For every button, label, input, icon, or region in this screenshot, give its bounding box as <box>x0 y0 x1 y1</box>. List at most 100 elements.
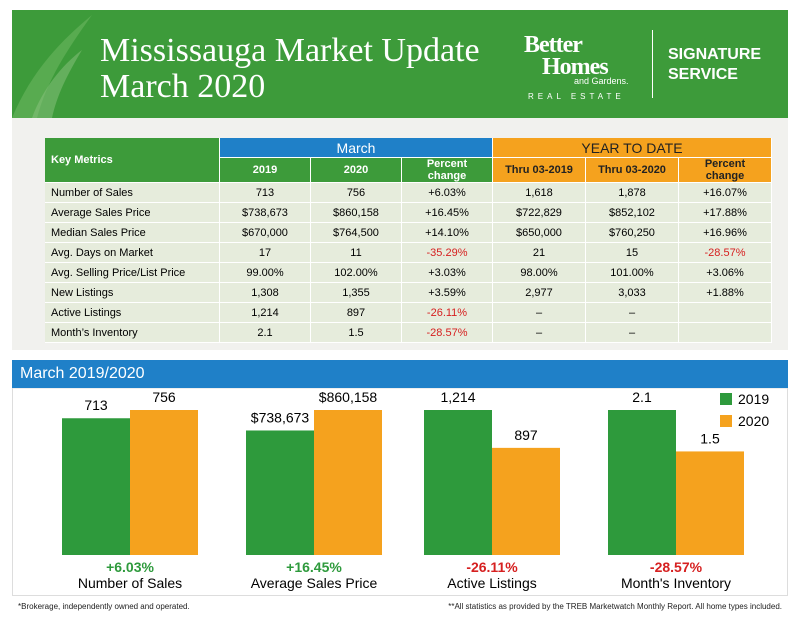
group-header: March <box>219 138 493 158</box>
cell: 1.5 <box>310 322 402 343</box>
bar <box>492 447 560 555</box>
cell: 3,033 <box>585 282 679 303</box>
column-header: 2020 <box>310 157 402 183</box>
row-label: Month’s Inventory <box>45 322 220 343</box>
cell: $722,829 <box>492 202 586 223</box>
chart-title: March 2019/2020 <box>12 360 788 388</box>
bar <box>246 430 314 555</box>
cell: $650,000 <box>492 222 586 243</box>
metrics-table: Key Metrics March YEAR TO DATE 2019 2020 Perc… <box>45 138 772 343</box>
cell: 1,214 <box>219 302 311 323</box>
bar <box>608 410 676 555</box>
header-row: 2019 2020 Percent change Thru 03-2019 Thru 0… <box>45 157 772 183</box>
cell: $860,158 <box>310 202 402 223</box>
bar <box>676 451 744 555</box>
data-row: Median Sales Price $670,000 $764,500 +14.10… <box>45 222 772 243</box>
cell: 1,618 <box>492 182 586 203</box>
data-row: Avg. Days on Market 17 11 -35.29% 21 15 -28.57… <box>45 242 772 263</box>
table-panel: Key Metrics March YEAR TO DATE 2019 2020 Perc… <box>12 118 788 350</box>
cell <box>678 302 772 323</box>
cell: $738,673 <box>219 202 311 223</box>
logo: and Gardens. <box>574 76 629 86</box>
header-row: Key Metrics March YEAR TO DATE <box>45 138 772 183</box>
corner: Key Metrics <box>45 138 220 183</box>
cell: 99.00% <box>219 262 311 283</box>
category-label: Number of Sales <box>78 575 182 591</box>
category-label: Average Sales Price <box>251 575 378 591</box>
row-label: Median Sales Price <box>45 222 220 243</box>
cell: – <box>492 302 586 323</box>
row-label: New Listings <box>45 282 220 303</box>
footnote: *Brokerage, independently owned and oper… <box>18 602 190 611</box>
service: SERVICE <box>668 66 738 83</box>
cell: 2.1 <box>219 322 311 343</box>
cell: +3.06% <box>678 262 772 283</box>
service: SIGNATURE <box>668 46 762 63</box>
cell: +17.88% <box>678 202 772 223</box>
cell: +16.45% <box>401 202 493 223</box>
cell: 17 <box>219 242 311 263</box>
cell: $670,000 <box>219 222 311 243</box>
cell: $764,500 <box>310 222 402 243</box>
header: Mississauga Market Update March 2020 Bet… <box>12 10 788 118</box>
cell: 897 <box>310 302 402 323</box>
cell: +6.03% <box>401 182 493 203</box>
value-label: 713 <box>84 397 108 413</box>
column-header: Thru 03-2019 <box>492 157 586 183</box>
column-header: Percent change <box>678 157 772 183</box>
cell: +16.96% <box>678 222 772 243</box>
divider <box>652 30 653 98</box>
title: Mississauga Market Update <box>100 32 480 69</box>
value-label: 2.1 <box>632 389 652 405</box>
cell: +3.59% <box>401 282 493 303</box>
percent-change: +16.45% <box>286 559 342 575</box>
column-header: Percent change <box>401 157 493 183</box>
cell: +1.88% <box>678 282 772 303</box>
bar <box>424 410 492 555</box>
data-row: Average Sales Price $738,673 $860,158 +16.4… <box>45 202 772 223</box>
percent-change: -28.57% <box>650 559 703 575</box>
cell: 21 <box>492 242 586 263</box>
cell: – <box>585 322 679 343</box>
legend-label: 2019 <box>738 391 769 407</box>
percent-change: -26.11% <box>466 559 518 575</box>
cell: $760,250 <box>585 222 679 243</box>
row-label: Number of Sales <box>45 182 220 203</box>
cell: 2,977 <box>492 282 586 303</box>
row-label: Active Listings <box>45 302 220 323</box>
value-label: 897 <box>514 427 538 443</box>
logo: Homes <box>542 54 609 80</box>
data-row: Active Listings 1,214 897 -26.11% – – <box>45 302 772 323</box>
legend-swatch <box>720 415 732 427</box>
cell: 1,355 <box>310 282 402 303</box>
value-label: $860,158 <box>319 389 378 405</box>
logo: REAL ESTATE <box>528 92 625 101</box>
value-label: $738,673 <box>251 409 310 425</box>
column-header: 2019 <box>219 157 311 183</box>
cell: 98.00% <box>492 262 586 283</box>
leaf-art <box>12 15 92 118</box>
value-label: 1.5 <box>700 430 720 446</box>
cell: -28.57% <box>678 242 772 263</box>
cell: -28.57% <box>401 322 493 343</box>
cell: – <box>585 302 679 323</box>
cell: – <box>492 322 586 343</box>
legend-label: 2020 <box>738 413 769 429</box>
percent-change: +6.03% <box>106 559 154 575</box>
data-row: Month’s Inventory 2.1 1.5 -28.57% – – <box>45 322 772 343</box>
value-label: 1,214 <box>440 389 475 405</box>
data-row: Avg. Selling Price/List Price 99.00% 102.0… <box>45 262 772 283</box>
cell: 15 <box>585 242 679 263</box>
logo: Better <box>524 32 583 58</box>
group-header: YEAR TO DATE <box>492 138 772 158</box>
cell: 713 <box>219 182 311 203</box>
legend-swatch <box>720 393 732 405</box>
value-label: 756 <box>152 389 176 405</box>
cell: +14.10% <box>401 222 493 243</box>
cell: $852,102 <box>585 202 679 223</box>
bar <box>62 418 130 555</box>
cell: -35.29% <box>401 242 493 263</box>
row-label: Avg. Selling Price/List Price <box>45 262 220 283</box>
cell: -26.11% <box>401 302 493 323</box>
